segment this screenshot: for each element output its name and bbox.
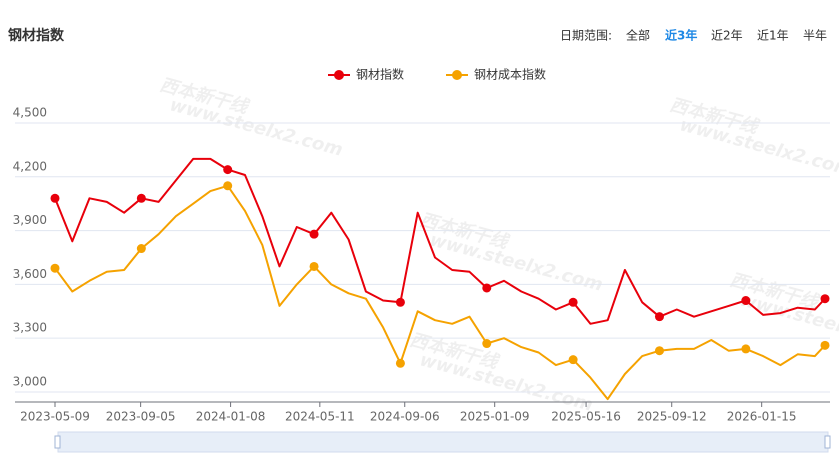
y-tick-label: 3,000 [13,374,47,388]
range-option[interactable]: 近1年 [757,29,789,43]
legend-label[interactable]: 钢材成本指数 [474,67,546,82]
series-point [820,294,830,304]
series-point [482,283,492,293]
y-tick-label: 3,900 [13,213,47,227]
x-tick-label: 2024-09-06 [370,410,440,424]
range-label: 日期范围: [560,29,612,43]
zoom-handle[interactable] [824,435,831,449]
y-tick-label: 4,500 [13,106,47,120]
x-tick-label: 2025-05-16 [551,410,621,424]
zoom-handle[interactable] [54,435,61,449]
series-point [136,244,146,254]
watermark: www.steelx2.com [677,114,839,180]
x-tick-label: 2023-05-09 [20,410,90,424]
range-option[interactable]: 近2年 [711,29,743,43]
y-tick-label: 4,200 [13,159,47,173]
series-point [568,355,578,365]
series-point [223,165,233,175]
x-tick-label: 2026-01-15 [727,410,797,424]
series-point [741,344,751,354]
series-point [223,181,233,191]
y-tick-label: 3,300 [13,321,47,335]
series-point [820,340,830,350]
y-tick-label: 3,600 [13,267,47,281]
range-option[interactable]: 半年 [803,29,827,43]
legend-dot [334,70,344,80]
x-tick-label: 2025-09-12 [637,410,707,424]
series-point [50,193,60,203]
series-point [654,312,664,322]
range-option[interactable]: 近3年 [665,28,697,43]
series-point [395,358,405,368]
series-point [568,297,578,307]
x-tick-label: 2024-01-08 [196,410,266,424]
x-tick-label: 2023-09-05 [106,410,176,424]
series-line [54,157,826,325]
series-point [654,346,664,356]
series-point [309,229,319,239]
series-point [741,296,751,306]
series-point [50,263,60,273]
series-point [395,297,405,307]
range-option[interactable]: 全部 [626,28,650,43]
series-point [482,339,492,349]
legend-label[interactable]: 钢材指数 [356,67,404,82]
page-title: 钢材指数 [8,27,65,44]
series-point [136,193,146,203]
x-tick-label: 2025-01-09 [460,410,530,424]
series-line [54,184,826,401]
legend-dot [452,70,462,80]
zoom-track[interactable] [57,431,829,453]
x-tick-label: 2024-05-11 [285,410,355,424]
series-point [309,261,319,271]
